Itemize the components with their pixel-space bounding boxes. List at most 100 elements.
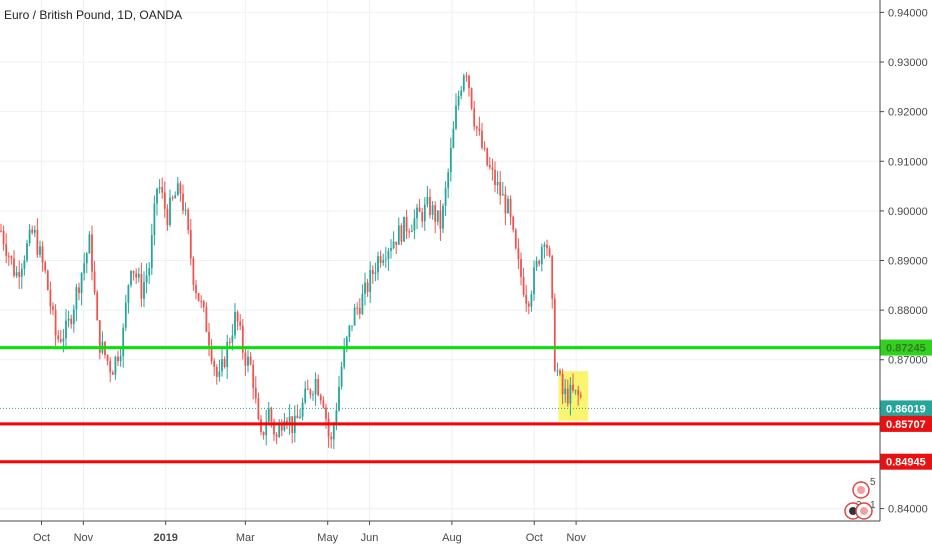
candle: [309, 388, 312, 399]
candle: [39, 240, 41, 258]
candle-body: [52, 306, 54, 310]
candle: [119, 346, 122, 367]
candle: [478, 116, 481, 136]
candle-body: [23, 260, 26, 269]
candle: [423, 197, 426, 231]
candle-body: [156, 188, 158, 204]
candle: [46, 269, 49, 291]
time-tick-label: Oct: [526, 532, 543, 544]
candle: [559, 368, 561, 377]
candle-body: [234, 311, 236, 336]
candle: [59, 330, 62, 344]
candle-body: [325, 407, 327, 419]
price-tick-label: 0.94000: [888, 7, 928, 19]
candle: [517, 238, 520, 269]
candle: [49, 281, 52, 315]
candle: [109, 357, 112, 383]
candle: [374, 262, 377, 282]
candle: [57, 330, 60, 343]
candle-body: [283, 420, 286, 431]
candle-body: [403, 216, 405, 242]
candle: [457, 90, 460, 111]
candle-body: [569, 384, 572, 404]
candle: [23, 255, 26, 276]
candle-body: [483, 147, 486, 149]
ideas-count: 1: [870, 500, 876, 511]
candle-body: [205, 307, 208, 332]
candle-body: [548, 248, 551, 256]
candle: [408, 228, 411, 238]
candle-body: [465, 75, 468, 77]
candle: [364, 272, 366, 306]
ideas-badge-bottom-right[interactable]: 1: [855, 500, 876, 520]
candle-body: [377, 256, 379, 273]
candle: [540, 243, 543, 272]
time-axis[interactable]: Oct Nov 2019 Mar May Jun Aug Oct Nov: [0, 520, 880, 544]
candle: [20, 263, 23, 289]
candle-body: [577, 389, 580, 396]
candle: [132, 270, 135, 281]
candle-body: [5, 244, 8, 256]
candle-body: [166, 208, 169, 225]
candle: [275, 431, 278, 445]
price-axis[interactable]: 0.94000 0.93000 0.92000 0.91000 0.90000 0.890…: [879, 0, 928, 521]
candle: [52, 302, 54, 316]
candle-body: [44, 262, 47, 271]
candle: [104, 341, 106, 359]
candle-body: [218, 371, 221, 377]
candle: [470, 87, 473, 111]
candle-body: [18, 272, 21, 277]
candle: [166, 204, 169, 231]
candle-body: [286, 420, 288, 424]
candle: [379, 250, 382, 268]
candle-body: [527, 303, 530, 307]
candle-body: [119, 356, 122, 362]
candle-body: [473, 108, 476, 127]
candle: [78, 282, 80, 301]
candle: [395, 241, 398, 255]
candle-body: [468, 75, 470, 89]
candle-body: [384, 259, 387, 261]
candle-body: [317, 378, 320, 396]
candle-body: [254, 387, 257, 398]
candle-body: [78, 287, 80, 294]
candle-body: [124, 302, 127, 328]
candle-body: [210, 345, 213, 361]
candle: [439, 200, 442, 241]
candle-body: [85, 253, 88, 264]
candle: [124, 294, 127, 332]
candle: [202, 299, 205, 313]
candle-body: [304, 388, 307, 403]
candle: [579, 391, 582, 399]
candle-body: [270, 408, 273, 422]
candle: [182, 184, 184, 215]
candle-body: [488, 165, 491, 168]
candle-body: [145, 275, 148, 283]
candle: [514, 228, 517, 250]
candle: [569, 376, 572, 416]
candle-body: [556, 370, 559, 372]
candle-body: [366, 282, 369, 293]
candle: [257, 392, 260, 421]
candle-body: [26, 243, 28, 261]
candle-body: [189, 229, 192, 259]
candle: [241, 318, 244, 360]
candle-body: [163, 192, 166, 209]
candle-body: [538, 260, 541, 265]
candle-body: [579, 395, 582, 397]
candle: [184, 202, 187, 216]
ideas-badge-top[interactable]: 5: [852, 477, 876, 499]
time-tick-label: Aug: [442, 532, 462, 544]
candle: [491, 158, 494, 181]
candle: [117, 350, 119, 367]
candle: [98, 319, 101, 360]
time-tick-label: Nov: [74, 532, 94, 544]
candle-body: [301, 402, 304, 417]
candle: [67, 310, 70, 328]
level-price-tag: [880, 339, 932, 356]
candle: [481, 122, 483, 150]
candle: [75, 283, 78, 322]
candle-body: [504, 194, 507, 214]
candle: [231, 324, 234, 351]
